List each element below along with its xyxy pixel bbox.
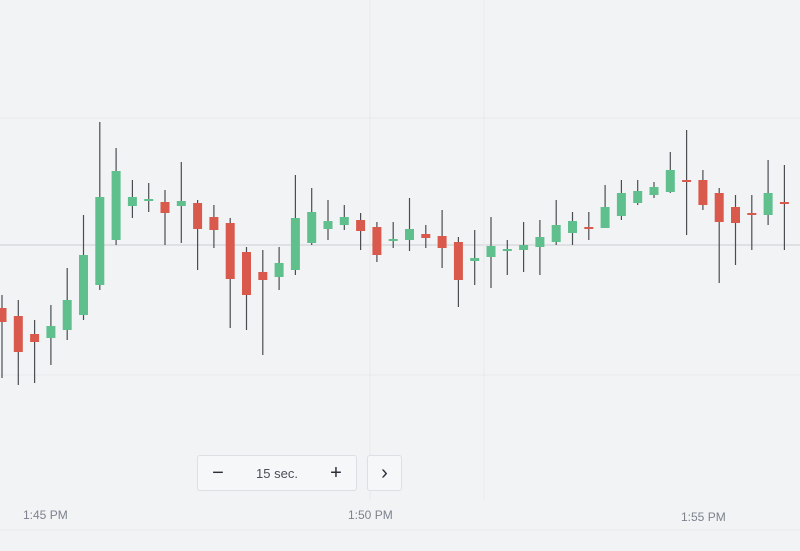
candle-body — [225, 223, 235, 279]
candle-body — [763, 193, 773, 215]
candle-body — [176, 201, 186, 206]
candle-body — [551, 225, 561, 242]
candle-body — [698, 180, 708, 205]
candle-body — [339, 217, 349, 225]
interval-control: − 15 sec. + — [197, 455, 357, 491]
candle-body — [682, 180, 692, 182]
candle-body — [372, 227, 382, 255]
candle-body — [242, 252, 251, 295]
candle-body — [470, 258, 480, 261]
candle-body — [46, 326, 56, 338]
candle-body — [274, 263, 284, 277]
candle-body — [649, 187, 659, 195]
candle-body — [209, 217, 219, 230]
interval-label: 15 sec. — [256, 465, 298, 481]
next-control: › — [367, 455, 402, 491]
candle-body — [731, 207, 740, 223]
time-label: 1:50 PM — [348, 508, 393, 522]
candle-body — [62, 300, 72, 330]
candle-body — [453, 242, 463, 280]
candle-body — [535, 237, 545, 247]
candle-body — [405, 229, 414, 240]
candle-body — [193, 203, 203, 229]
candle-body — [437, 236, 447, 248]
candle-body — [127, 197, 137, 206]
candle-body — [356, 220, 366, 231]
time-label: 1:55 PM — [681, 510, 726, 524]
candle-body — [323, 221, 333, 229]
candle-body — [388, 239, 398, 241]
candle-body — [258, 272, 268, 280]
candle-body — [421, 234, 431, 238]
candle-body — [714, 193, 724, 222]
candle-body — [584, 227, 594, 229]
candle-body — [30, 334, 40, 342]
plus-button[interactable]: + — [330, 461, 342, 484]
candle-body — [502, 249, 512, 251]
candle-body — [568, 221, 577, 233]
candle-body — [79, 255, 88, 315]
candle-body — [665, 170, 675, 192]
candle-body — [144, 199, 154, 201]
candle-body — [307, 212, 317, 243]
candle-body — [13, 316, 23, 352]
next-button[interactable]: › — [381, 461, 388, 484]
candle-body — [633, 191, 643, 203]
candle-body — [290, 218, 300, 270]
candle-body — [95, 197, 105, 285]
candle-body — [486, 246, 496, 257]
candle-body — [519, 245, 529, 250]
candle-body — [616, 193, 626, 216]
candle-body — [160, 202, 170, 213]
candle-body — [0, 308, 7, 322]
candle-body — [600, 207, 610, 228]
time-label: 1:45 PM — [23, 508, 68, 522]
minus-button[interactable]: − — [212, 461, 224, 484]
candle-body — [779, 202, 789, 204]
candle-body — [111, 171, 121, 240]
candle-body — [747, 213, 757, 215]
